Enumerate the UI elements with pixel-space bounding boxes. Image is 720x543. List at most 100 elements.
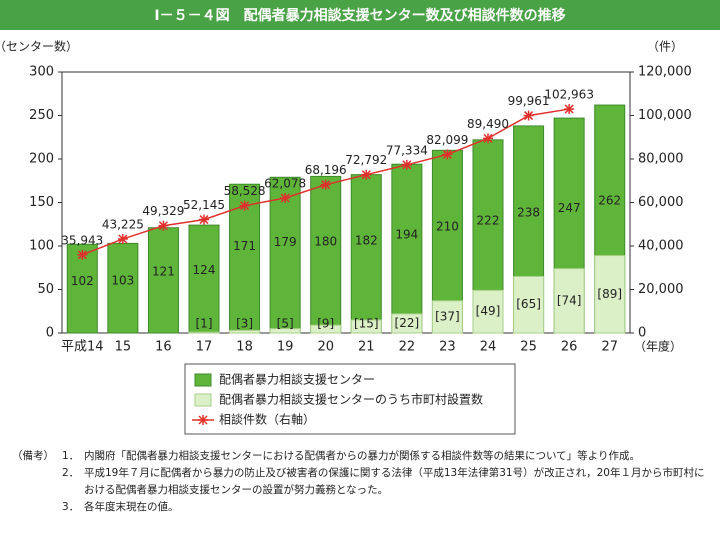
y2-axis-label: （件） <box>647 40 683 54</box>
y-tick-label: 250 <box>29 108 54 123</box>
x-tick-label: 20 <box>317 340 334 355</box>
bar <box>431 300 463 334</box>
value-label: 82,099 <box>426 133 468 147</box>
y2-tick-label: 100,000 <box>638 108 692 123</box>
value-label: 222 <box>477 213 500 227</box>
note-number: 1． <box>62 450 80 462</box>
bar <box>594 255 626 334</box>
bar <box>269 176 301 334</box>
value-label: 179 <box>274 235 297 249</box>
x-tick-label: 19 <box>277 340 294 355</box>
value-label: 72,792 <box>345 153 387 167</box>
line-marker <box>401 159 412 170</box>
bar <box>269 328 301 334</box>
marker-stroke <box>524 111 534 121</box>
marker-stroke <box>118 234 128 244</box>
line-marker <box>361 169 372 180</box>
note-text: 平成19年７月に配偶者から暴力の防止及び被害者の保護に関する法律（平成13年法律… <box>84 467 705 496</box>
line-marker <box>77 249 88 260</box>
y2-tick-label: 60,000 <box>638 195 684 210</box>
value-label: 43,225 <box>102 217 144 231</box>
line-marker <box>280 192 291 203</box>
value-label: 121 <box>152 264 175 278</box>
legend-swatch <box>194 393 212 407</box>
line-marker <box>198 415 208 425</box>
y2-tick-label: 40,000 <box>638 239 684 254</box>
value-label: 124 <box>193 263 216 277</box>
line-marker <box>158 220 169 231</box>
value-label: [3] <box>236 317 253 331</box>
line-marker <box>564 104 575 115</box>
value-label: 182 <box>355 234 378 248</box>
y-tick-label: 100 <box>29 239 54 254</box>
x-tick-label: 15 <box>115 340 132 355</box>
value-label: 62,078 <box>264 176 306 190</box>
marker-stroke <box>402 160 412 170</box>
x-axis-unit: （年度） <box>634 339 682 354</box>
bar <box>188 331 220 334</box>
x-tick-label: 24 <box>480 340 497 355</box>
notes-label: （備考） <box>12 450 54 462</box>
bar <box>229 329 261 334</box>
value-label: 49,329 <box>142 204 184 218</box>
line-marker <box>320 179 331 190</box>
bar <box>391 163 423 334</box>
notes: （備考） 1． 内閣府「配偶者暴力相談支援センターにおける配偶者からの暴力が関係する… <box>12 448 712 516</box>
value-label: 99,961 <box>508 94 550 108</box>
bar <box>350 319 382 334</box>
line-marker <box>199 214 209 225</box>
value-label: 102 <box>71 274 94 288</box>
note-text: 各年度末現在の値。 <box>84 501 179 513</box>
marker-stroke <box>564 104 574 114</box>
marker-stroke <box>361 170 371 180</box>
value-label: 52,145 <box>183 198 225 212</box>
value-label: 77,334 <box>386 143 428 157</box>
y2-tick-label: 20,000 <box>638 282 684 297</box>
line-marker <box>442 149 453 160</box>
x-tick-label: 26 <box>561 340 578 355</box>
value-label: [37] <box>435 309 460 323</box>
value-label: [49] <box>476 304 501 318</box>
value-label: [1] <box>196 317 213 331</box>
x-tick-label: 27 <box>601 340 618 355</box>
plot-frame <box>61 71 631 334</box>
legend-box <box>184 363 516 435</box>
value-label: [22] <box>395 316 420 330</box>
line-marker <box>523 110 534 121</box>
marker-stroke <box>321 180 331 190</box>
note-row: 2． 平成19年７月に配偶者から暴力の防止及び被害者の保護に関する法律（平成13年… <box>12 465 712 499</box>
value-label: 58,528 <box>224 184 266 198</box>
value-label: 180 <box>314 235 337 249</box>
value-label: [9] <box>317 317 334 331</box>
bar <box>553 268 585 334</box>
marker-stroke <box>198 415 208 425</box>
value-label: 89,490 <box>467 117 509 131</box>
note-number: 3． <box>62 501 80 513</box>
y-axis-label: （センター数） <box>0 39 78 54</box>
bar <box>310 324 342 334</box>
value-label: 102,963 <box>544 88 594 102</box>
chart: Ⅰ－５－４図 配偶者暴力相談支援センター数及び相談件数の推移 （センター数） （… <box>0 0 720 435</box>
marker-stroke <box>158 221 168 231</box>
x-tick-label: 平成14 <box>61 340 104 355</box>
y2-tick-label: 80,000 <box>638 152 684 167</box>
line-marker <box>239 200 250 211</box>
bar <box>513 275 545 334</box>
legend-label: 配偶者暴力相談支援センター <box>219 372 375 387</box>
value-label: 238 <box>517 205 540 219</box>
value-label: [5] <box>277 317 294 331</box>
note-row: （備考） 1． 内閣府「配偶者暴力相談支援センターにおける配偶者からの暴力が関係する… <box>12 448 712 465</box>
x-tick-label: 17 <box>196 340 213 355</box>
x-tick-label: 22 <box>399 340 416 355</box>
note-row: 3． 各年度末現在の値。 <box>12 499 712 516</box>
value-label: 194 <box>395 228 418 242</box>
bar <box>350 174 382 334</box>
marker-stroke <box>240 201 250 211</box>
x-tick-label: 25 <box>520 340 537 355</box>
bar <box>310 175 342 334</box>
marker-stroke <box>199 215 209 225</box>
chart-title: Ⅰ－５－４図 配偶者暴力相談支援センター数及び相談件数の推移 <box>154 7 565 24</box>
marker-stroke <box>280 193 290 203</box>
y-tick-label: 300 <box>29 65 54 80</box>
